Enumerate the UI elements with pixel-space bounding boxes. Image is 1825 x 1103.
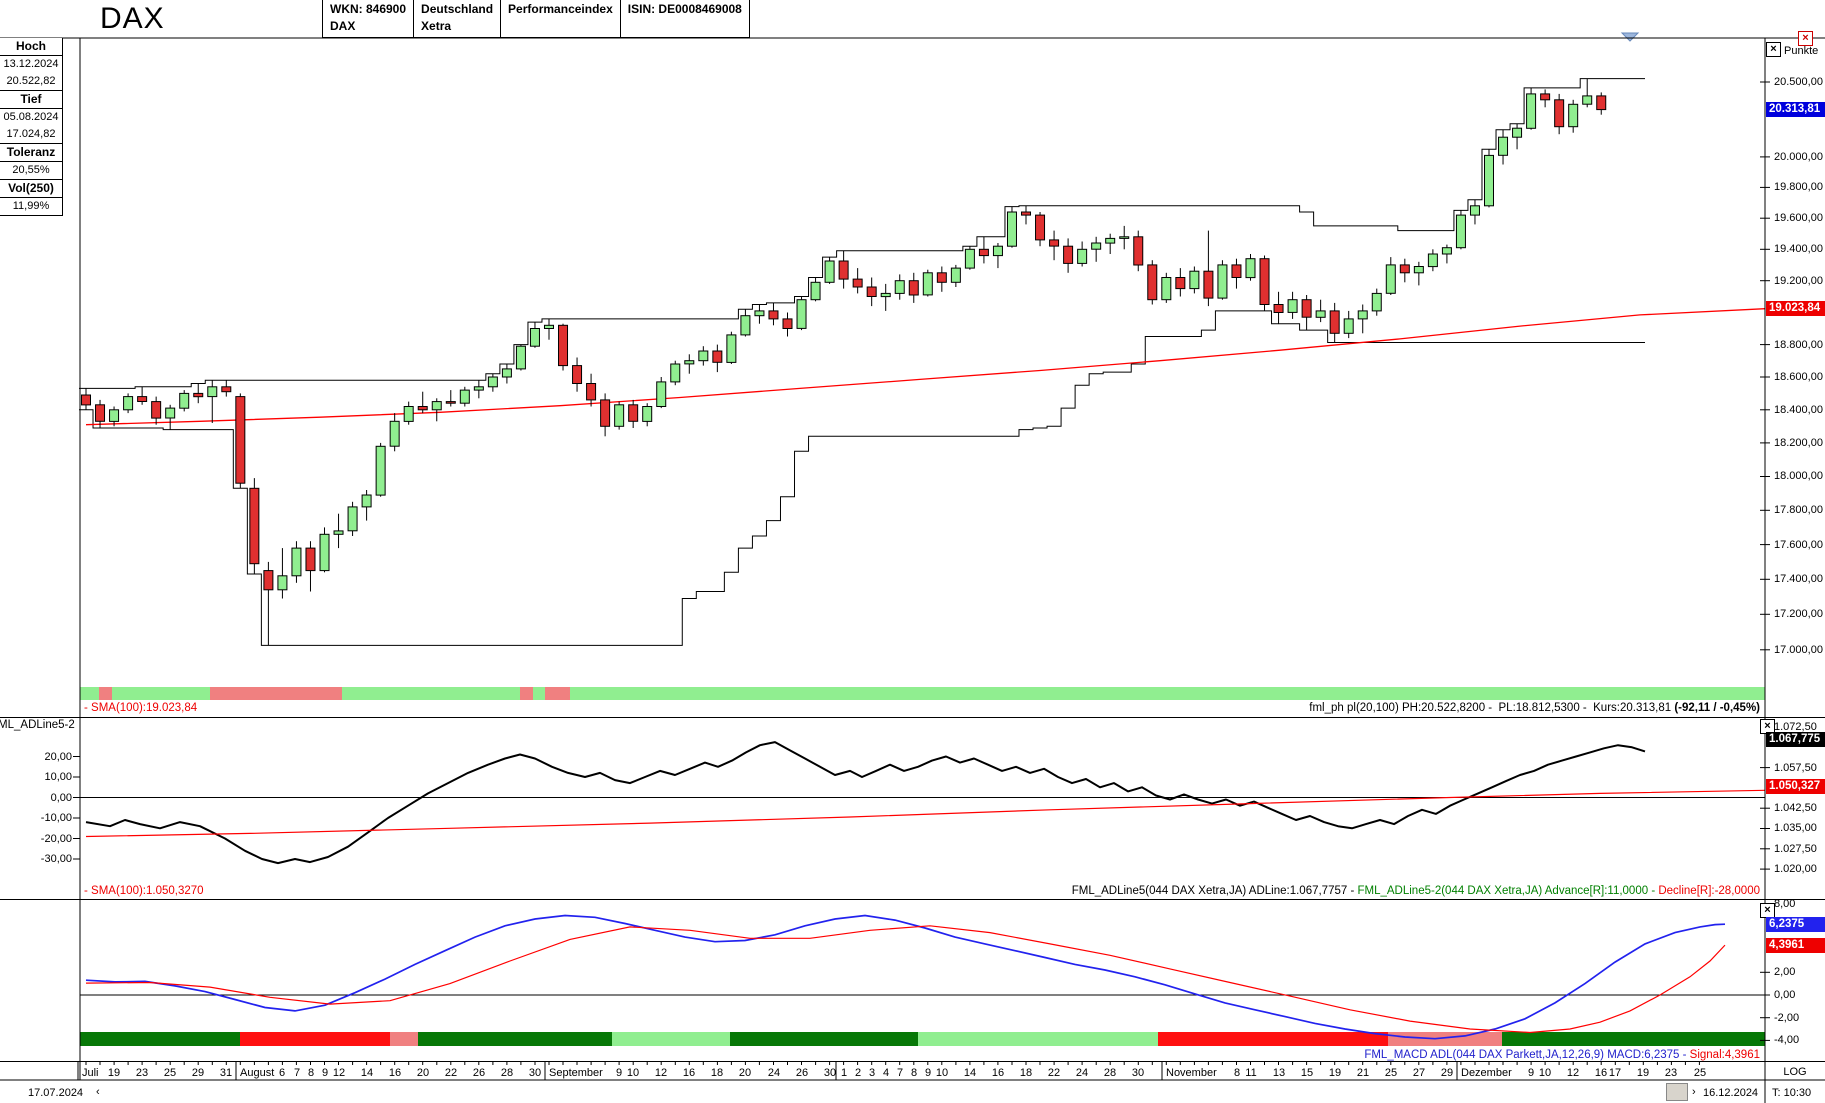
exchange-value: Xetra [421, 19, 452, 33]
quote-info-panel: Hoch 13.12.2024 20.522,82 Tief 05.08.202… [0, 38, 63, 216]
info-section-vol: Vol(250) 11,99% [0, 180, 62, 215]
macd-value-text: FML_MACD ADL(044 DAX Parkett,JA,12,26,9)… [1364, 1049, 1690, 1061]
hoch-date: 13.12.2024 [3, 58, 59, 70]
country-value: Deutschland [421, 2, 494, 16]
last-price-label: 20.313,81 [1766, 102, 1825, 117]
price-channel-values: fml_ph pl(20,100) PH:20.522,8200 - PL:18… [1309, 702, 1675, 714]
symbol-value: DAX [330, 19, 356, 33]
scroll-right-arrow[interactable]: › [1692, 1086, 1696, 1098]
header-cell-wkn: WKN: 846900 DAX [323, 0, 413, 37]
scrollbar-thumb[interactable] [1666, 1083, 1688, 1101]
adline-value-text: FML_ADLine5(044 DAX Xetra,JA) ADLine:1.0… [1071, 885, 1358, 897]
toleranz-value: 20,55% [12, 164, 50, 176]
adline-panel-title: FML_ADLine5-2 [0, 719, 75, 731]
macd-status-row: FML_MACD ADL(044 DAX Parkett,JA,12,26,9)… [0, 1047, 1825, 1063]
header-cell-market: Deutschland Xetra [413, 0, 500, 37]
macd-value-label: 6,2375 [1766, 917, 1825, 932]
timestamp: T: 10:30 [1772, 1087, 1812, 1099]
instrument-header-bar: WKN: 846900 DAX Deutschland Xetra Perfor… [322, 0, 750, 38]
adline-value-label: 1.067,775 [1766, 732, 1825, 747]
header-cell-indextype: Performanceindex [500, 0, 620, 37]
indextype-value: Performanceindex [508, 2, 613, 16]
sma100-legend: - SMA(100):19.023,84 [84, 702, 198, 714]
y-axis-title: Punkte [1784, 45, 1819, 57]
adline-sma-value-label: 1.050,327 [1766, 779, 1825, 794]
tief-value: 17.024,82 [6, 128, 56, 140]
info-section-tief: Tief 05.08.2024 17.024,82 [0, 91, 62, 144]
price-channel-legend: fml_ph pl(20,100) PH:20.522,8200 - PL:18… [1309, 700, 1760, 716]
range-start-date: 17.07.2024 [28, 1087, 84, 1099]
main-chart-status-row: - SMA(100):19.023,84 fml_ph pl(20,100) P… [0, 700, 1825, 716]
adline-status-row: - SMA(100):1.050,3270 FML_ADLine5(044 DA… [0, 883, 1825, 899]
info-label-toleranz: Toleranz [0, 144, 62, 162]
close-main-chart-icon[interactable]: × [1766, 42, 1781, 57]
adline-legend: FML_ADLine5(044 DAX Xetra,JA) ADLine:1.0… [1072, 883, 1760, 899]
tief-date: 05.08.2024 [3, 111, 59, 123]
info-label-vol250: Vol(250) [0, 180, 62, 198]
info-label-hoch: Hoch [0, 38, 62, 56]
decline-value-text: Decline[R]:-28,0000 [1658, 885, 1760, 897]
advance-value-text: FML_ADLine5-2(044 DAX Xetra,JA) Advance[… [1357, 885, 1659, 897]
info-section-toleranz: Toleranz 20,55% [0, 144, 62, 180]
sma100-price-label: 19.023,84 [1766, 301, 1825, 316]
isin-value: ISIN: DE0008469008 [627, 2, 742, 16]
signal-value-label: 4,3961 [1766, 938, 1825, 953]
wkn-value: WKN: 846900 [330, 2, 407, 16]
adline-sma-legend: - SMA(100):1.050,3270 [84, 885, 204, 897]
log-scale-toggle[interactable]: LOG [1783, 1066, 1807, 1078]
instrument-title: DAX [100, 2, 165, 35]
signal-value-text: Signal:4,3961 [1689, 1049, 1760, 1061]
vol250-value: 11,99% [12, 200, 50, 212]
hoch-value: 20.522,82 [6, 75, 56, 87]
scroll-left-arrow[interactable]: ‹ [96, 1086, 100, 1098]
header-cell-isin: ISIN: DE0008469008 [619, 0, 749, 37]
close-window-icon[interactable]: × [1798, 31, 1813, 46]
price-change-value: (-92,11 / -0,45%) [1674, 702, 1760, 714]
macd-legend: FML_MACD ADL(044 DAX Parkett,JA,12,26,9)… [1364, 1047, 1760, 1063]
info-label-tief: Tief [0, 91, 62, 109]
range-end-date: 16.12.2024 [1703, 1087, 1759, 1099]
close-macd-panel-icon[interactable]: × [1760, 903, 1775, 918]
info-section-hoch: Hoch 13.12.2024 20.522,82 [0, 38, 62, 91]
